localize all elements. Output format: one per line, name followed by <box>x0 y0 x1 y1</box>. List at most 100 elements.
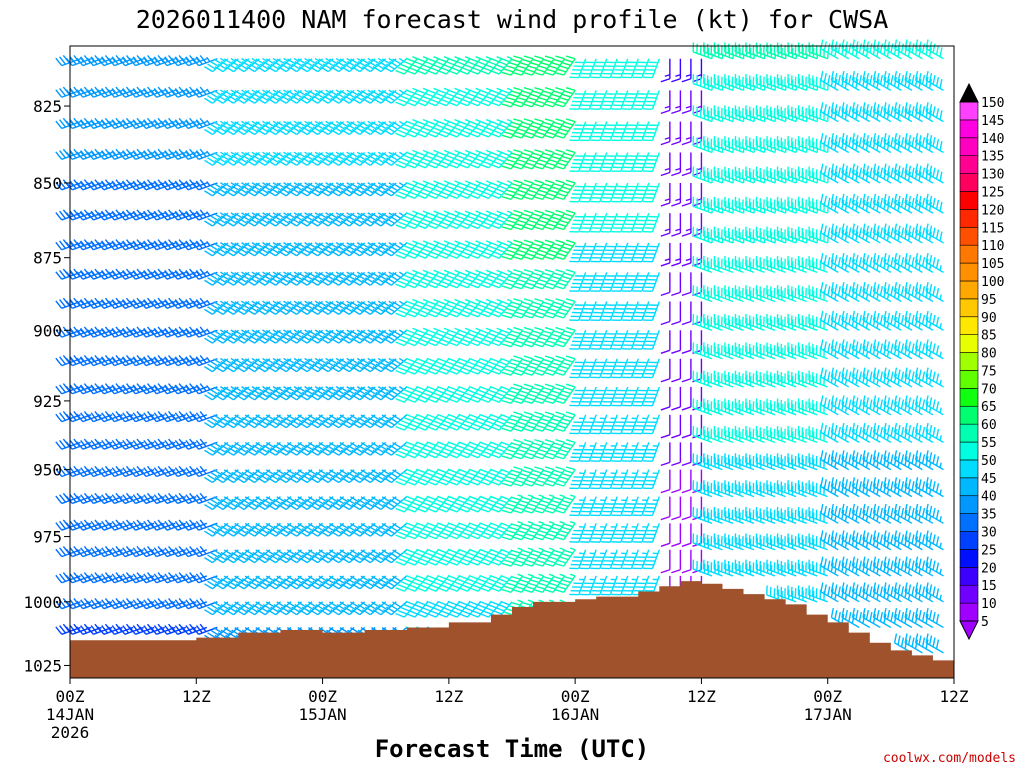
barb-flag <box>440 66 450 72</box>
barb-flag <box>213 522 223 530</box>
barb-flag <box>86 300 94 309</box>
barb-flag <box>437 468 447 474</box>
barb-half-flag <box>356 89 362 94</box>
barb-flag <box>400 63 410 69</box>
barb-flag <box>445 498 455 504</box>
barb-half-flag <box>367 386 373 391</box>
barb-flag <box>434 244 444 250</box>
barb-flag <box>86 600 94 610</box>
barb-flag <box>453 126 463 132</box>
barb-flag <box>118 181 126 191</box>
barb-flag <box>405 548 415 554</box>
barb-flag <box>440 251 450 256</box>
barb-flag <box>416 89 426 95</box>
barb-flag <box>434 360 444 366</box>
barb-flag <box>403 274 413 280</box>
barb-half-flag <box>241 57 247 62</box>
barb-flag <box>69 87 77 97</box>
barb-half-flag <box>314 329 320 334</box>
barb-half-flag <box>388 120 394 125</box>
barb-flag <box>90 327 98 337</box>
barb-flag <box>450 280 460 286</box>
barb-flag <box>213 58 223 65</box>
barb-flag <box>442 391 452 397</box>
barb-flag <box>447 224 458 230</box>
barb-flag <box>416 534 426 540</box>
barb-flag <box>437 89 447 95</box>
barb-half-flag <box>335 89 341 94</box>
barb-flag <box>405 89 415 95</box>
barb-flag <box>59 327 67 337</box>
barb-flag <box>111 56 119 65</box>
barb-flag <box>65 181 73 191</box>
barb-half-flag <box>377 300 384 305</box>
barb-half-flag <box>304 300 310 305</box>
barb-flag <box>416 300 426 306</box>
barb-flag <box>400 474 410 480</box>
barb-flag <box>403 388 413 394</box>
barb-flag <box>405 224 416 230</box>
barb-flag <box>455 215 466 220</box>
barb-flag <box>421 63 431 69</box>
barb-half-flag <box>367 329 373 334</box>
barb-flag <box>210 416 220 424</box>
barb-half-flag <box>398 300 405 305</box>
barb-flag <box>65 271 73 280</box>
barb-flag <box>411 501 421 507</box>
barb-flag <box>210 92 220 99</box>
barb-flag <box>445 92 455 98</box>
barb-half-flag <box>356 212 362 217</box>
barb-half-flag <box>230 120 236 125</box>
barb-flag <box>426 89 437 95</box>
barb-flag <box>97 300 105 309</box>
barb-flag <box>86 468 94 477</box>
barb-flag <box>90 240 98 249</box>
barb-flag <box>426 271 437 277</box>
barb-flag <box>434 416 444 422</box>
barb-flag <box>416 441 426 447</box>
barb-flag <box>442 447 452 453</box>
barb-flag <box>416 271 426 277</box>
barb-half-flag <box>377 357 384 362</box>
barb-flag <box>111 467 119 476</box>
barb-flag <box>59 356 67 365</box>
barb-flag <box>413 215 423 220</box>
barb-flag <box>458 357 468 363</box>
barb-flag <box>450 338 460 344</box>
barb-flag <box>416 425 426 431</box>
barb-flag <box>405 425 416 431</box>
barb-flag <box>421 306 431 312</box>
barb-flag <box>413 184 423 190</box>
barb-flag <box>424 332 434 338</box>
barb-flag <box>416 522 426 528</box>
barb-half-flag <box>283 182 289 187</box>
barb-flag <box>450 395 460 400</box>
barb-flag <box>122 412 130 421</box>
barb-half-flag <box>398 89 405 94</box>
barb-half-flag <box>325 242 331 247</box>
barb-flag <box>97 271 105 280</box>
barb-half-flag <box>262 242 268 247</box>
barb-flag <box>69 240 77 249</box>
barb-half-flag <box>346 271 352 276</box>
barb-half-flag <box>241 329 247 334</box>
barb-flag <box>107 120 115 129</box>
barb-flag <box>440 395 450 400</box>
barb-flag <box>437 241 447 247</box>
barb-flag <box>395 312 405 318</box>
barb-half-flag <box>220 242 226 247</box>
barb-flag <box>118 468 126 477</box>
barb-flag <box>395 560 405 566</box>
barb-flag <box>76 357 84 367</box>
barb-flag <box>434 274 444 280</box>
barb-half-flag <box>314 386 320 391</box>
barb-flag <box>403 603 413 609</box>
barb-half-flag <box>398 182 405 187</box>
barb-flag <box>445 416 455 422</box>
barb-flag <box>132 119 140 128</box>
barb-flag <box>90 520 98 530</box>
barb-flag <box>101 299 109 308</box>
barb-flag <box>405 613 416 618</box>
barb-flag <box>76 574 84 584</box>
barb-flag <box>440 609 450 615</box>
